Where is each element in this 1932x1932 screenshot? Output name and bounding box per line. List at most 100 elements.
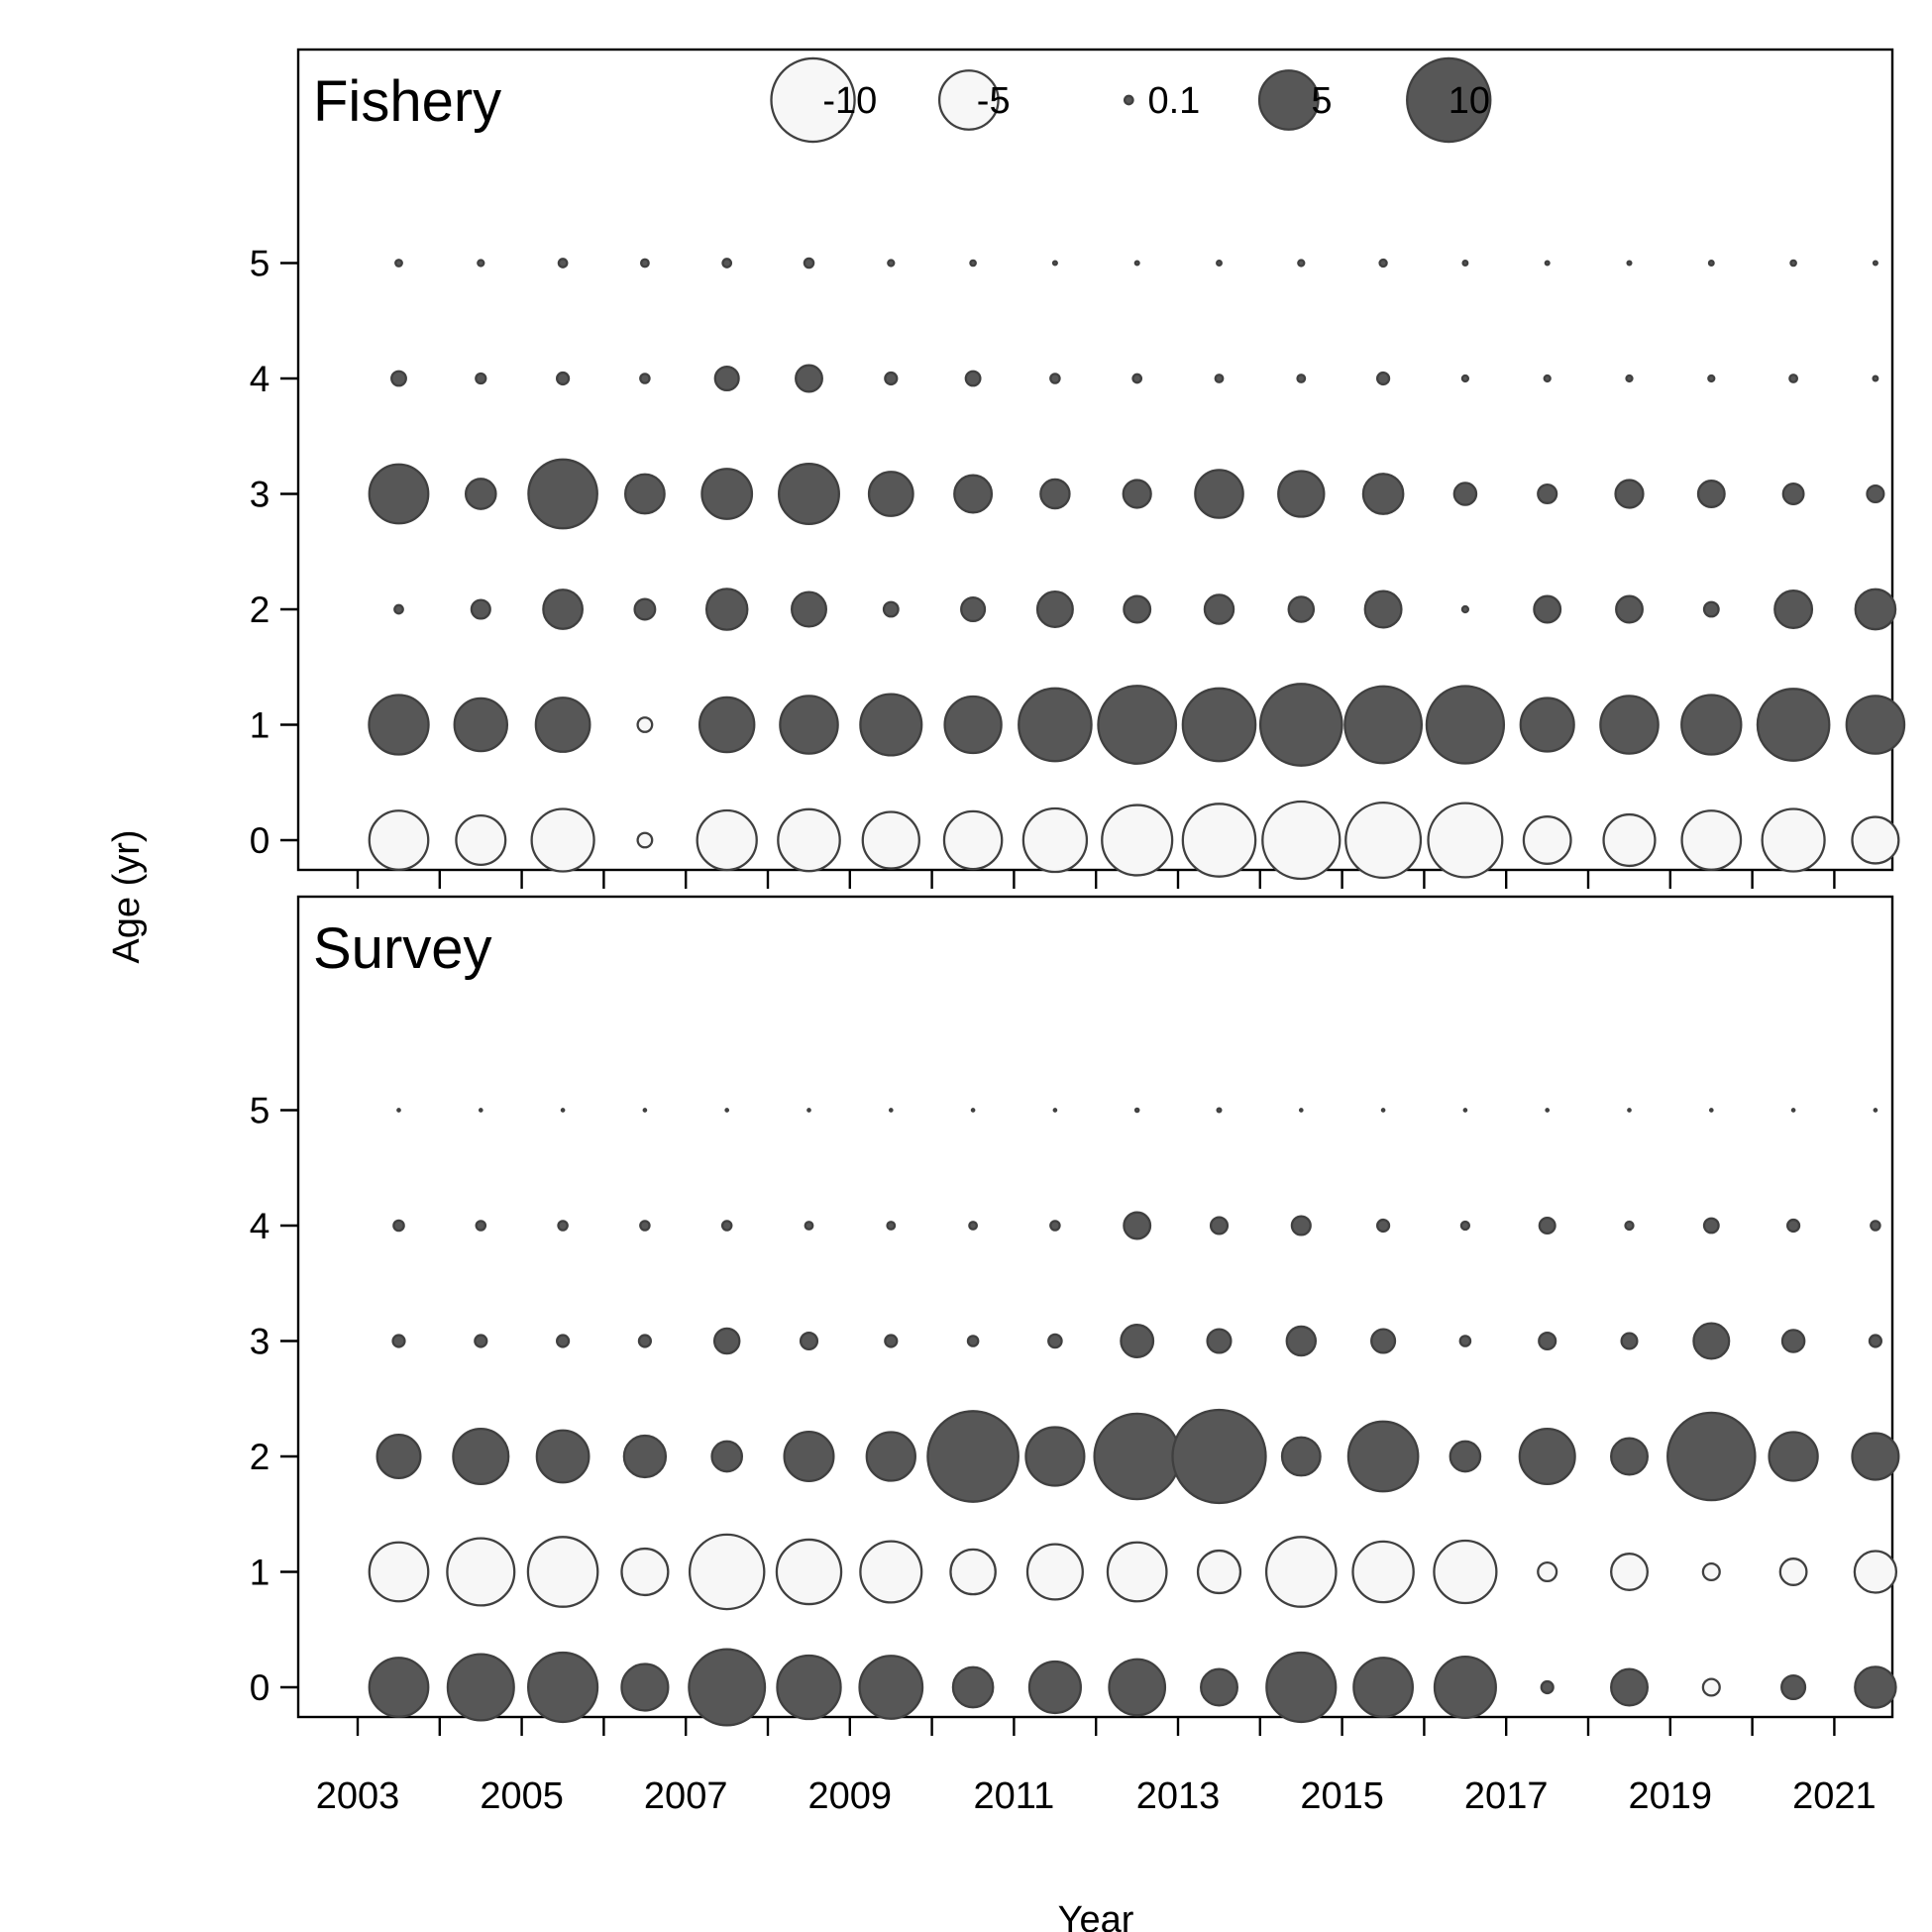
survey-bubble-age-3-year-2007: [712, 1327, 741, 1355]
survey-bubble-age-0-year-2015: [1352, 1657, 1414, 1718]
fishery-bubble-age-3-year-2003: [368, 463, 430, 525]
x-tick-label: 2019: [1629, 1775, 1713, 1817]
fishery-bubble-age-1-year-2011: [1018, 687, 1093, 763]
fishery-bubble-age-5-year-2003: [394, 259, 403, 268]
fishery-bubble-age-4-year-2008: [795, 364, 823, 393]
survey-bubble-age-1-year-2016: [1433, 1539, 1498, 1605]
survey-bubble-age-5-year-2015: [1380, 1108, 1386, 1113]
survey-bubble-age-0-year-2020: [1780, 1673, 1807, 1701]
survey-bubble-age-3-year-2010: [966, 1335, 980, 1347]
survey-bubble-age-5-year-2021: [1873, 1108, 1878, 1113]
survey-bubble-age-2-year-2020: [1768, 1431, 1819, 1482]
fishery-bubble-age-1-year-2015: [1343, 685, 1424, 765]
survey-bubble-age-4-year-2013: [1209, 1216, 1230, 1235]
bubble-size-legend: -10 -5 0.1 5 10: [770, 56, 1492, 144]
survey-bubble-age-0-year-2009: [858, 1655, 924, 1720]
survey-bubble-age-4-year-2006: [639, 1220, 651, 1232]
fishery-bubble-age-0-year-2014: [1261, 800, 1342, 881]
survey-bubble-age-3-year-2016: [1458, 1335, 1472, 1347]
x-tick-label: 2007: [644, 1775, 728, 1817]
fishery-bubbles: [368, 257, 1906, 881]
survey-bubble-age-3-year-2009: [884, 1334, 899, 1348]
fishery-y-tick-label: 5: [250, 244, 270, 284]
fishery-bubble-age-5-year-2018: [1626, 260, 1633, 267]
survey-bubble-age-2-year-2017: [1518, 1427, 1576, 1486]
survey-bubble-age-5-year-2003: [396, 1108, 401, 1113]
survey-bubble-age-1-year-2020: [1778, 1557, 1808, 1586]
survey-y-tick-label: 3: [250, 1322, 270, 1362]
fishery-y-tick-label: 3: [250, 475, 270, 515]
survey-y-tick-label: 0: [250, 1667, 270, 1708]
fishery-bubble-age-1-year-2003: [368, 694, 430, 756]
fishery-bubble-age-4-year-2018: [1625, 374, 1634, 383]
survey-bubble-age-0-year-2018: [1610, 1667, 1649, 1707]
survey-bubble-age-5-year-2004: [478, 1108, 483, 1113]
survey-bubble-age-0-year-2014: [1265, 1651, 1338, 1724]
fishery-bubble-age-1-year-2018: [1599, 695, 1660, 755]
fishery-bubble-age-2-year-2013: [1203, 593, 1235, 625]
fishery-bubble-age-5-year-2012: [1133, 260, 1140, 267]
fishery-bubble-age-2-year-2021: [1854, 588, 1897, 631]
survey-bubble-age-0-year-2019: [1701, 1677, 1721, 1697]
fishery-bubble-age-4-year-2005: [556, 371, 571, 386]
survey-bubble-age-2-year-2012: [1093, 1412, 1181, 1501]
survey-bubble-age-2-year-2007: [710, 1440, 744, 1473]
fishery-bubble-age-2-year-2004: [470, 598, 491, 620]
fishery-bubble-age-3-year-2010: [953, 474, 994, 514]
survey-bubble-age-0-year-2011: [1027, 1660, 1082, 1715]
fishery-bubble-age-4-year-2019: [1707, 374, 1716, 383]
fishery-bubble-age-1-year-2021: [1845, 695, 1906, 755]
survey-panel-label: Survey: [313, 916, 492, 981]
y-axis-title: Age (yr): [106, 829, 148, 963]
fishery-bubble-age-5-year-2006: [639, 258, 650, 268]
survey-y-tick-label: 4: [250, 1206, 270, 1246]
fishery-bubble-age-0-year-2018: [1602, 812, 1657, 868]
survey-bubbles: [368, 1107, 1900, 1727]
legend-label-2: 0.1: [1147, 80, 1200, 122]
fishery-bubble-age-3-year-2013: [1194, 469, 1244, 519]
survey-bubble-age-2-year-2005: [535, 1429, 590, 1484]
fishery-bubble-age-0-year-2012: [1101, 804, 1174, 877]
fishery-bubble-age-0-year-2008: [777, 807, 841, 873]
fishery-bubble-age-1-year-2014: [1258, 683, 1343, 767]
survey-bubble-age-1-year-2004: [446, 1537, 516, 1607]
x-axis: 2003 2005 2007 2009 2011 2013 2015 2017 2019 2021: [316, 1717, 1877, 1817]
fishery-bubble-age-0-year-2013: [1181, 803, 1257, 878]
fishery-bubble-age-1-year-2008: [779, 695, 839, 755]
survey-bubble-age-0-year-2005: [527, 1651, 599, 1724]
fishery-bubble-age-0-year-2021: [1851, 815, 1900, 865]
fishery-y-tick-label: 4: [250, 359, 270, 399]
fishery-bubble-age-1-year-2005: [534, 697, 591, 753]
survey-bubble-age-5-year-2020: [1790, 1108, 1796, 1113]
survey-bubble-age-1-year-2014: [1264, 1536, 1338, 1608]
survey-bubble-age-1-year-2015: [1351, 1540, 1415, 1604]
survey-bubble-age-3-year-2011: [1047, 1333, 1063, 1349]
fishery-bubble-age-3-year-2018: [1614, 479, 1645, 509]
fishery-bubble-age-5-year-2016: [1461, 260, 1469, 267]
survey-bubble-age-4-year-2017: [1538, 1216, 1556, 1235]
fishery-bubble-age-4-year-2012: [1131, 373, 1143, 384]
survey-bubble-age-0-year-2017: [1540, 1679, 1555, 1695]
survey-bubble-age-1-year-2018: [1610, 1553, 1649, 1591]
survey-bubble-age-5-year-2014: [1298, 1108, 1304, 1113]
survey-bubble-age-0-year-2010: [951, 1665, 995, 1709]
survey-bubble-age-1-year-2021: [1853, 1550, 1898, 1594]
survey-bubble-age-2-year-2019: [1666, 1411, 1757, 1502]
survey-bubble-age-4-year-2018: [1624, 1220, 1635, 1232]
fishery-bubble-age-2-year-2012: [1123, 594, 1152, 624]
survey-bubble-age-4-year-2016: [1459, 1220, 1471, 1232]
survey-bubble-age-2-year-2004: [452, 1427, 510, 1486]
survey-bubble-age-3-year-2003: [391, 1334, 406, 1348]
survey-bubble-age-1-year-2017: [1537, 1560, 1558, 1583]
fishery-bubble-age-2-year-2017: [1533, 594, 1562, 624]
fishery-bubble-age-1-year-2004: [453, 697, 509, 753]
fishery-y-tick-label: 2: [250, 590, 270, 630]
legend-label-1: -5: [977, 80, 1011, 122]
survey-bubble-age-5-year-2012: [1133, 1107, 1140, 1114]
fishery-bubble-age-2-year-2009: [882, 600, 900, 618]
fishery-bubble-age-2-year-2008: [791, 590, 827, 628]
survey-bubble-age-5-year-2009: [888, 1108, 894, 1113]
fishery-bubble-age-5-year-2017: [1544, 260, 1551, 267]
survey-bubble-age-3-year-2015: [1370, 1328, 1397, 1354]
fishery-bubble-age-0-year-2007: [696, 808, 758, 872]
